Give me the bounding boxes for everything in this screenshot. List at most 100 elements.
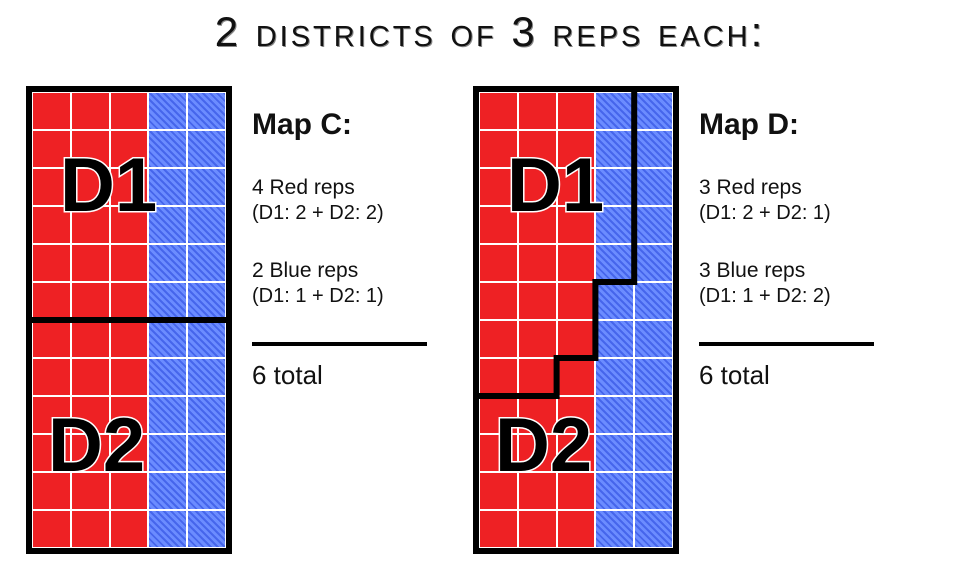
grid-cell [557, 358, 596, 396]
grid-cell [187, 92, 226, 130]
grid-cell [557, 168, 596, 206]
grid-cell [110, 472, 149, 510]
map-d-rule [699, 342, 874, 346]
grid-cell [32, 282, 71, 320]
map-d-red-line: 3 Red reps [699, 176, 909, 200]
grid-cell [595, 396, 634, 434]
grid-cell [634, 510, 673, 548]
grid-cell [557, 510, 596, 548]
grid-cell [557, 130, 596, 168]
grid-cell [187, 358, 226, 396]
map-d-blue-detail: (D1: 1 + D2: 2) [699, 285, 909, 308]
text-map-d: Map D: 3 Red reps (D1: 2 + D2: 1) 3 Blue… [699, 108, 909, 391]
grid-cell [32, 320, 71, 358]
grid-cell [148, 396, 187, 434]
grid-d-cells [479, 92, 673, 548]
grid-cell [557, 206, 596, 244]
map-c-total: 6 total [252, 360, 462, 391]
grid-cell [187, 320, 226, 358]
grid-cell [32, 358, 71, 396]
grid-map-c: D1 D2 [26, 86, 232, 554]
grid-cell [634, 206, 673, 244]
grid-cell [479, 282, 518, 320]
grid-cell [518, 396, 557, 434]
grid-cell [595, 472, 634, 510]
grid-cell [518, 320, 557, 358]
grid-cell [518, 244, 557, 282]
grid-cell [71, 434, 110, 472]
grid-cell [187, 434, 226, 472]
grid-cell [518, 206, 557, 244]
grid-cell [110, 396, 149, 434]
grid-cell [187, 168, 226, 206]
grid-cell [148, 320, 187, 358]
grid-cell [71, 358, 110, 396]
grid-cell [148, 92, 187, 130]
grid-cell [32, 92, 71, 130]
grid-cell [634, 320, 673, 358]
grid-cell [479, 320, 518, 358]
grid-cell [479, 92, 518, 130]
grid-cell [110, 510, 149, 548]
grid-cell [557, 472, 596, 510]
grid-cell [32, 244, 71, 282]
grid-c-divider [26, 317, 232, 323]
grid-cell [148, 206, 187, 244]
page-title: 2 districts of 3 reps each: [0, 8, 980, 56]
grid-cell [518, 130, 557, 168]
grid-cell [595, 282, 634, 320]
grid-cell [557, 320, 596, 358]
grid-cell [110, 244, 149, 282]
grid-cell [148, 510, 187, 548]
grid-cell [595, 244, 634, 282]
page: 2 districts of 3 reps each: D1 D2 Map C:… [0, 0, 980, 584]
grid-cell [557, 396, 596, 434]
grid-cell [71, 320, 110, 358]
grid-cell [71, 206, 110, 244]
grid-cell [479, 396, 518, 434]
grid-cell [479, 434, 518, 472]
grid-cell [518, 510, 557, 548]
grid-cell [187, 472, 226, 510]
grid-cell [71, 396, 110, 434]
grid-cell [634, 130, 673, 168]
map-c-red-detail: (D1: 2 + D2: 2) [252, 202, 462, 225]
grid-cell [148, 472, 187, 510]
grid-cell [518, 472, 557, 510]
grid-cell [557, 282, 596, 320]
grid-cell [518, 434, 557, 472]
grid-cell [32, 206, 71, 244]
grid-cell [595, 206, 634, 244]
grid-cell [557, 434, 596, 472]
grid-cell [71, 282, 110, 320]
grid-cell [110, 434, 149, 472]
grid-cell [110, 320, 149, 358]
map-d-heading: Map D: [699, 108, 909, 142]
grid-cell [595, 510, 634, 548]
grid-cell [110, 206, 149, 244]
grid-cell [71, 244, 110, 282]
grid-cell [71, 130, 110, 168]
grid-cell [32, 434, 71, 472]
grid-cell [595, 320, 634, 358]
map-c-blue-line: 2 Blue reps [252, 259, 462, 283]
grid-cell [187, 396, 226, 434]
grid-cell [148, 434, 187, 472]
grid-cell [634, 92, 673, 130]
grid-cell [71, 510, 110, 548]
grid-cell [148, 168, 187, 206]
grid-cell [110, 130, 149, 168]
grid-cell [595, 434, 634, 472]
grid-cell [479, 472, 518, 510]
grid-cell [634, 244, 673, 282]
grid-cell [595, 358, 634, 396]
grid-cell [32, 510, 71, 548]
grid-cell [479, 510, 518, 548]
grid-cell [634, 168, 673, 206]
grid-cell [557, 92, 596, 130]
grid-cell [518, 92, 557, 130]
grid-cell [479, 358, 518, 396]
grid-cell [479, 168, 518, 206]
grid-cell [71, 472, 110, 510]
grid-cell [595, 168, 634, 206]
